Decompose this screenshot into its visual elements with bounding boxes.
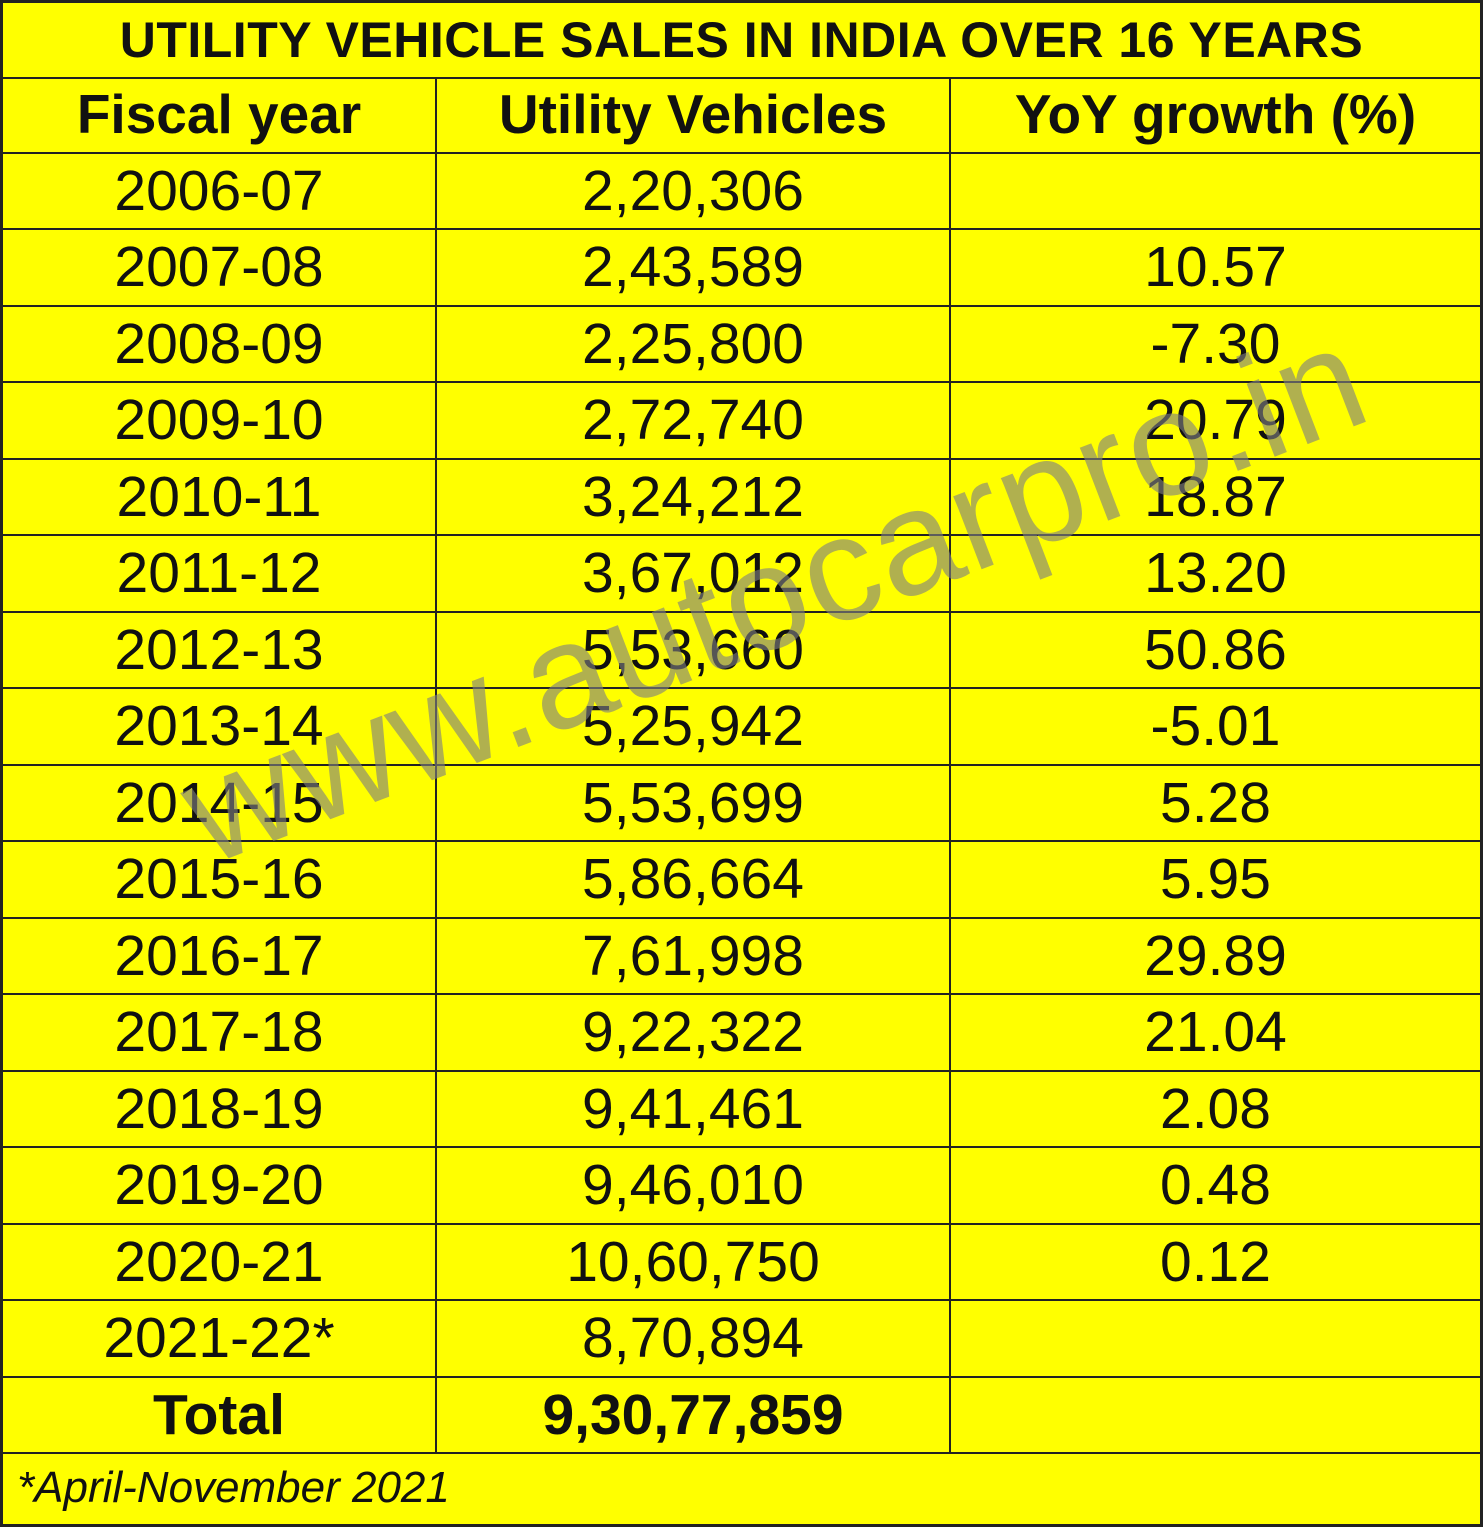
fiscal-year-cell: 2016-17 [3, 916, 437, 995]
fiscal-year-cell: 2018-19 [3, 1069, 437, 1148]
utility-vehicles-cell: 5,53,699 [435, 763, 951, 842]
utility-vehicles-cell: 9,46,010 [435, 1146, 951, 1225]
utility-vehicles-cell: 7,61,998 [435, 916, 951, 995]
table-row: 2020-21 10,60,750 0.12 [3, 1222, 1480, 1301]
utility-vehicles-cell: 3,24,212 [435, 457, 951, 536]
utility-vehicles-cell: 9,41,461 [435, 1069, 951, 1148]
table-title: UTILITY VEHICLE SALES IN INDIA OVER 16 Y… [3, 3, 1480, 79]
table-row: 2014-15 5,53,699 5.28 [3, 763, 1480, 842]
total-empty-cell [949, 1375, 1480, 1454]
yoy-growth-cell: 2.08 [949, 1069, 1480, 1148]
fiscal-year-cell: 2010-11 [3, 457, 437, 536]
fiscal-year-cell: 2014-15 [3, 763, 437, 842]
sales-table: Fiscal year Utility Vehicles YoY growth … [3, 77, 1480, 1454]
utility-vehicles-cell: 5,86,664 [435, 840, 951, 919]
yoy-growth-cell: 0.12 [949, 1222, 1480, 1301]
total-value-cell: 9,30,77,859 [435, 1375, 951, 1454]
fiscal-year-cell: 2007-08 [3, 228, 437, 307]
table-row: 2009-10 2,72,740 20.79 [3, 381, 1480, 460]
table-row: 2008-09 2,25,800 -7.30 [3, 304, 1480, 383]
table-body: 2006-07 2,20,306 2007-08 2,43,589 10.57 2008-… [3, 152, 1480, 1454]
fiscal-year-cell: 2021-22* [3, 1299, 437, 1378]
table-row: 2018-19 9,41,461 2.08 [3, 1069, 1480, 1148]
fiscal-year-cell: 2008-09 [3, 304, 437, 383]
utility-vehicles-cell: 5,53,660 [435, 610, 951, 689]
fiscal-year-cell: 2012-13 [3, 610, 437, 689]
yoy-growth-cell: 20.79 [949, 381, 1480, 460]
table-row: 2010-11 3,24,212 18.87 [3, 457, 1480, 536]
total-label-cell: Total [3, 1375, 437, 1454]
yoy-growth-cell: -7.30 [949, 304, 1480, 383]
table-row: 2021-22* 8,70,894 [3, 1299, 1480, 1378]
utility-vehicles-cell: 5,25,942 [435, 687, 951, 766]
header-utility-vehicles: Utility Vehicles [435, 77, 951, 154]
header-fiscal-year: Fiscal year [3, 77, 437, 154]
yoy-growth-cell: 29.89 [949, 916, 1480, 995]
utility-vehicles-cell: 2,20,306 [435, 152, 951, 230]
fiscal-year-cell: 2019-20 [3, 1146, 437, 1225]
table-row: 2006-07 2,20,306 [3, 152, 1480, 230]
table-row: 2013-14 5,25,942 -5.01 [3, 687, 1480, 766]
yoy-growth-cell: 50.86 [949, 610, 1480, 689]
table-row: 2017-18 9,22,322 21.04 [3, 993, 1480, 1072]
table-row: 2012-13 5,53,660 50.86 [3, 610, 1480, 689]
utility-vehicles-cell: 10,60,750 [435, 1222, 951, 1301]
yoy-growth-cell: 13.20 [949, 534, 1480, 613]
fiscal-year-cell: 2015-16 [3, 840, 437, 919]
utility-vehicles-cell: 2,72,740 [435, 381, 951, 460]
utility-vehicles-cell: 9,22,322 [435, 993, 951, 1072]
yoy-growth-cell: -5.01 [949, 687, 1480, 766]
utility-vehicles-cell: 2,43,589 [435, 228, 951, 307]
table-row: 2015-16 5,86,664 5.95 [3, 840, 1480, 919]
table-row: 2011-12 3,67,012 13.20 [3, 534, 1480, 613]
footnote: *April-November 2021 [17, 1463, 450, 1512]
fiscal-year-cell: 2009-10 [3, 381, 437, 460]
utility-vehicles-cell: 8,70,894 [435, 1299, 951, 1378]
yoy-growth-cell [949, 1299, 1480, 1378]
table-row: 2016-17 7,61,998 29.89 [3, 916, 1480, 995]
yoy-growth-cell: 0.48 [949, 1146, 1480, 1225]
utility-vehicles-cell: 2,25,800 [435, 304, 951, 383]
fiscal-year-cell: 2013-14 [3, 687, 437, 766]
yoy-growth-cell: 21.04 [949, 993, 1480, 1072]
yoy-growth-cell: 5.28 [949, 763, 1480, 842]
header-yoy-growth: YoY growth (%) [949, 77, 1480, 154]
fiscal-year-cell: 2011-12 [3, 534, 437, 613]
total-row: Total 9,30,77,859 [3, 1375, 1480, 1454]
yoy-growth-cell: 5.95 [949, 840, 1480, 919]
fiscal-year-cell: 2006-07 [3, 152, 437, 230]
fiscal-year-cell: 2017-18 [3, 993, 437, 1072]
yoy-growth-cell: 18.87 [949, 457, 1480, 536]
table-row: 2019-20 9,46,010 0.48 [3, 1146, 1480, 1225]
table-row: 2007-08 2,43,589 10.57 [3, 228, 1480, 307]
yoy-growth-cell: 10.57 [949, 228, 1480, 307]
utility-vehicles-cell: 3,67,012 [435, 534, 951, 613]
header-row: Fiscal year Utility Vehicles YoY growth … [3, 77, 1480, 154]
fiscal-year-cell: 2020-21 [3, 1222, 437, 1301]
yoy-growth-cell [949, 152, 1480, 230]
